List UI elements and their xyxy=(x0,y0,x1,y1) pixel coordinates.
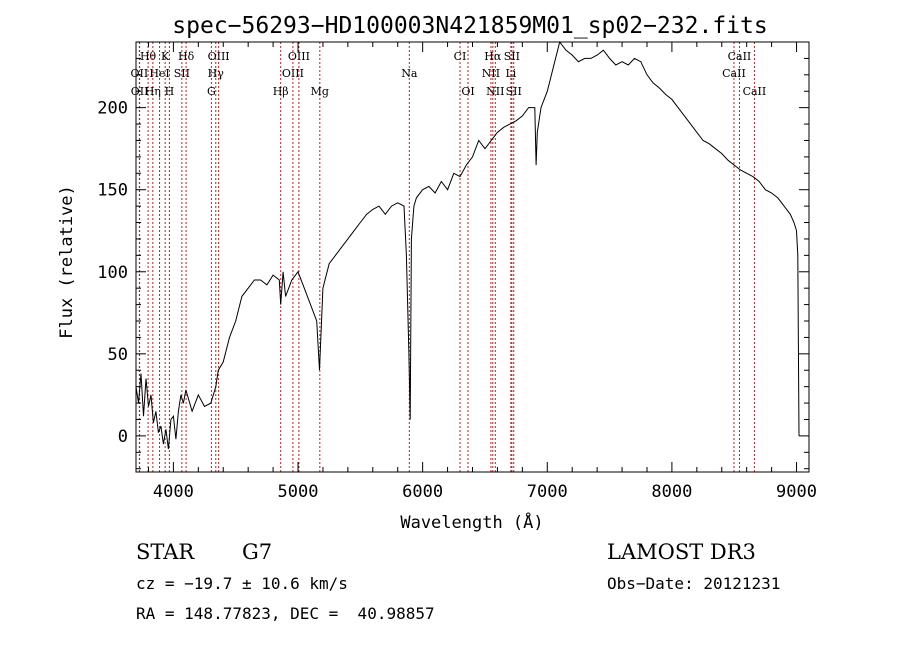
line-label-13: OIII xyxy=(282,67,304,80)
survey-name: LAMOST DR3 xyxy=(607,540,756,564)
plot-frame xyxy=(135,41,810,473)
line-label-27: CaII xyxy=(743,85,767,98)
line-label-24: OI xyxy=(461,85,474,98)
line-label-16: Li xyxy=(505,67,516,80)
y-tick-label: 200 xyxy=(97,99,128,119)
y-axis: 0 50 100 150 200 xyxy=(97,41,809,470)
line-label-2: Hδ xyxy=(178,50,195,63)
line-label-14: Na xyxy=(401,67,418,80)
line-label-8: CaII xyxy=(728,50,752,63)
line-label-23: Mg xyxy=(311,85,329,98)
line-label-22: Hβ xyxy=(273,85,289,98)
coordinates: RA = 148.77823, DEC = 40.98857 xyxy=(136,604,435,623)
line-label-21: G xyxy=(207,85,216,98)
redshift-readout: cz = −19.7 ± 10.6 km/s xyxy=(136,574,348,593)
y-tick-label: 50 xyxy=(108,345,128,365)
spectrum-line xyxy=(135,40,800,450)
line-label-9: OII xyxy=(131,67,149,80)
line-label-4: OIII xyxy=(288,50,310,63)
x-tick-label: 4000 xyxy=(153,482,194,502)
y-axis-label: Flux (relative) xyxy=(57,185,77,339)
obs-date: Obs−Date: 20121231 xyxy=(607,574,781,593)
x-axis-label: Wavelength (Å) xyxy=(400,511,543,533)
line-label-6: Hα xyxy=(484,50,502,63)
line-label-25: NII xyxy=(486,85,504,98)
line-label-17: CaII xyxy=(722,67,746,80)
x-tick-label: 8000 xyxy=(651,482,692,502)
line-label-5: CI xyxy=(454,50,467,63)
y-tick-label: 150 xyxy=(97,181,128,201)
subclass: G7 xyxy=(242,540,273,564)
spectral-line-markers xyxy=(138,42,755,472)
line-label-3: OIII xyxy=(208,50,230,63)
line-label-15: NII xyxy=(482,67,500,80)
line-label-11: SII xyxy=(174,67,190,80)
y-tick-label: 0 xyxy=(118,427,128,447)
x-tick-label: 6000 xyxy=(402,482,443,502)
line-label-12: Hγ xyxy=(208,67,225,80)
chart-title: spec−56293−HD100003N421859M01_sp02−232.f… xyxy=(172,13,767,39)
line-label-0: Hθ xyxy=(140,50,157,63)
line-label-20: H xyxy=(165,85,175,98)
line-label-10: HeI xyxy=(149,67,169,80)
x-tick-label: 7000 xyxy=(527,482,568,502)
line-label-19: Hη xyxy=(145,85,161,98)
line-label-7: SII xyxy=(504,50,520,63)
x-tick-label: 9000 xyxy=(776,482,817,502)
x-axis: 4000 5000 6000 7000 8000 9000 xyxy=(147,42,817,502)
object-class: STAR xyxy=(136,540,195,564)
y-tick-label: 100 xyxy=(97,263,128,283)
line-label-26: SII xyxy=(506,85,522,98)
line-label-1: K xyxy=(161,50,170,63)
x-tick-label: 5000 xyxy=(278,482,319,502)
